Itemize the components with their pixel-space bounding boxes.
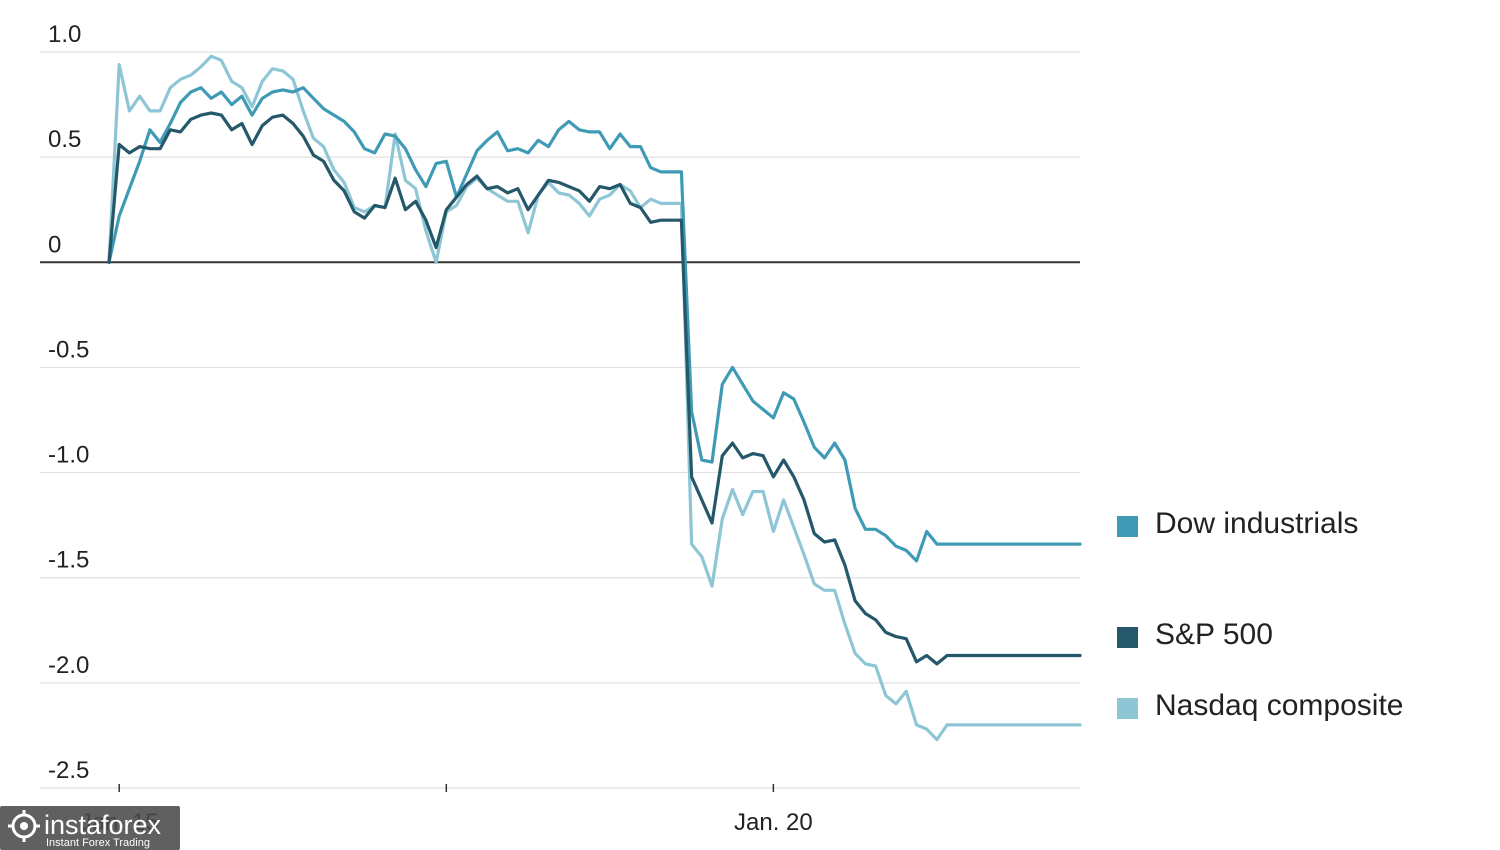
y-tick-label: -0.5 (48, 336, 89, 363)
series-lines (107, 54, 1082, 742)
legend-swatch-dow-industrials (1117, 516, 1138, 537)
watermark-brand: instaforex (44, 810, 162, 840)
series-line-dow-industrials (107, 86, 1082, 563)
y-tick-label: -2.5 (48, 757, 89, 784)
series-line-nasdaq-composite (107, 54, 1082, 742)
instaforex-logo-icon (8, 810, 40, 842)
series-line-s-p-500 (107, 111, 1082, 666)
y-tick-label: 0 (48, 231, 61, 258)
legend-label-dow-industrials: Dow industrials (1155, 507, 1358, 540)
x-axis-ticks: Jan. 15Jan. 20 (80, 784, 813, 836)
y-tick-label: -2.0 (48, 652, 89, 679)
legend-label-s-p-500: S&P 500 (1155, 618, 1273, 651)
legend-swatch-s-p-500 (1117, 627, 1138, 648)
legend-swatch-nasdaq-composite (1117, 698, 1138, 719)
x-tick-label: Jan. 20 (734, 809, 813, 836)
y-axis-ticks: 1.0 0.5 0 -0.5 -1.0 -1.5 -2.0 -2.5 (48, 21, 89, 784)
gridlines (40, 51, 1080, 789)
y-tick-label: -1.0 (48, 442, 89, 469)
legend: Dow industrials S&P 500 Nasdaq composite (1117, 507, 1403, 722)
y-tick-label: 0.5 (48, 126, 81, 153)
y-tick-label: 1.0 (48, 21, 81, 48)
legend-label-nasdaq-composite: Nasdaq composite (1155, 689, 1403, 722)
watermark-background (0, 806, 180, 850)
watermark-tagline: Instant Forex Trading (46, 837, 150, 849)
y-tick-label: -1.5 (48, 547, 89, 574)
watermark: instaforex Instant Forex Trading (0, 806, 180, 850)
